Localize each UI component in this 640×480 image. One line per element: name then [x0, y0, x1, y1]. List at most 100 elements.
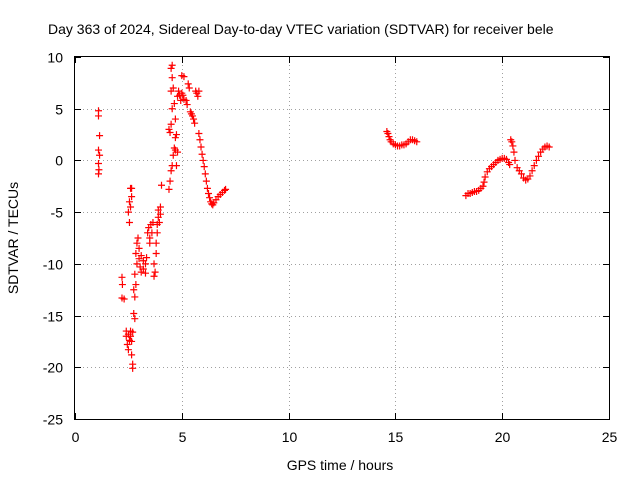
- data-point: [202, 177, 210, 185]
- x-tick-label: 15: [388, 429, 404, 445]
- data-point: [128, 193, 136, 201]
- data-point: [183, 101, 191, 109]
- data-point: [132, 281, 140, 289]
- data-points: [94, 61, 553, 372]
- data-point: [137, 252, 145, 260]
- data-point: [179, 91, 187, 99]
- data-point: [118, 281, 126, 289]
- data-point: [545, 143, 553, 151]
- data-point: [185, 84, 193, 92]
- data-point: [535, 152, 543, 160]
- data-point: [167, 120, 175, 128]
- data-point: [153, 229, 161, 237]
- data-point: [131, 315, 139, 323]
- data-point: [509, 142, 517, 150]
- y-tick-label: 5: [55, 102, 63, 118]
- data-point: [141, 269, 149, 277]
- data-point: [203, 184, 211, 192]
- data-point: [168, 61, 176, 69]
- data-point: [158, 181, 166, 189]
- data-point: [188, 112, 196, 120]
- y-tick-label: -15: [43, 309, 63, 325]
- data-point: [96, 151, 104, 159]
- data-point: [169, 151, 177, 159]
- data-point: [141, 260, 149, 268]
- y-tick-label: -25: [43, 412, 63, 428]
- chart-title: Day 363 of 2024, Sidereal Day-to-day VTE…: [48, 21, 554, 37]
- x-axis-label: GPS time / hours: [287, 457, 394, 473]
- data-point: [128, 337, 136, 345]
- data-point: [413, 138, 421, 146]
- data-point: [197, 143, 205, 151]
- data-point: [94, 112, 102, 120]
- plot-frame: [74, 56, 610, 420]
- data-point: [508, 138, 516, 146]
- data-point: [200, 163, 208, 171]
- data-point: [528, 167, 536, 175]
- data-point: [152, 239, 160, 247]
- y-tick-label: -5: [51, 205, 64, 221]
- data-point: [129, 364, 137, 372]
- data-point: [172, 162, 180, 170]
- data-point: [165, 185, 173, 193]
- data-point: [120, 295, 128, 303]
- data-point: [151, 268, 159, 276]
- data-point: [196, 136, 204, 144]
- data-point: [206, 194, 214, 202]
- data-point: [139, 265, 147, 273]
- data-point: [124, 346, 132, 354]
- data-point: [146, 239, 154, 247]
- data-point: [221, 186, 229, 194]
- data-point: [149, 218, 157, 226]
- y-tick-label: -20: [43, 360, 63, 376]
- data-point: [131, 270, 139, 278]
- x-tick-label: 10: [282, 429, 298, 445]
- y-tick-label: -10: [43, 257, 63, 273]
- data-point: [190, 115, 198, 123]
- data-point: [195, 87, 203, 95]
- data-point: [133, 239, 141, 247]
- data-point: [526, 172, 534, 180]
- data-point: [165, 125, 173, 133]
- data-point: [168, 105, 176, 113]
- data-point: [118, 273, 126, 281]
- data-point: [132, 250, 140, 258]
- data-point: [167, 64, 175, 72]
- data-point: [130, 310, 138, 318]
- data-point: [479, 182, 487, 190]
- data-point: [94, 170, 102, 178]
- data-point: [156, 210, 164, 218]
- data-point: [201, 170, 209, 178]
- data-point: [125, 218, 133, 226]
- data-point: [480, 178, 488, 186]
- y-axis-label: SDTVAR / TECUs: [5, 182, 21, 294]
- data-point: [169, 84, 177, 92]
- data-point: [384, 130, 392, 138]
- data-point: [143, 254, 151, 262]
- data-point: [156, 203, 164, 211]
- data-point: [174, 148, 182, 156]
- data-point: [150, 272, 158, 280]
- y-tick-label: 10: [47, 50, 63, 66]
- data-point: [166, 129, 174, 137]
- data-point: [180, 73, 188, 81]
- data-point: [131, 293, 139, 301]
- data-point: [182, 96, 190, 104]
- grid: [75, 57, 609, 419]
- data-point: [129, 328, 137, 336]
- data-point: [530, 162, 538, 170]
- x-tick-label: 20: [495, 429, 511, 445]
- data-point: [150, 260, 158, 268]
- data-point: [130, 286, 138, 294]
- data-point: [155, 218, 163, 226]
- data-point: [96, 132, 104, 140]
- data-point: [94, 160, 102, 168]
- data-point: [128, 184, 136, 192]
- data-point: [124, 208, 132, 216]
- data-point: [171, 115, 179, 123]
- data-point: [134, 234, 142, 242]
- data-point: [198, 150, 206, 158]
- data-point: [123, 341, 131, 349]
- data-point: [195, 130, 203, 138]
